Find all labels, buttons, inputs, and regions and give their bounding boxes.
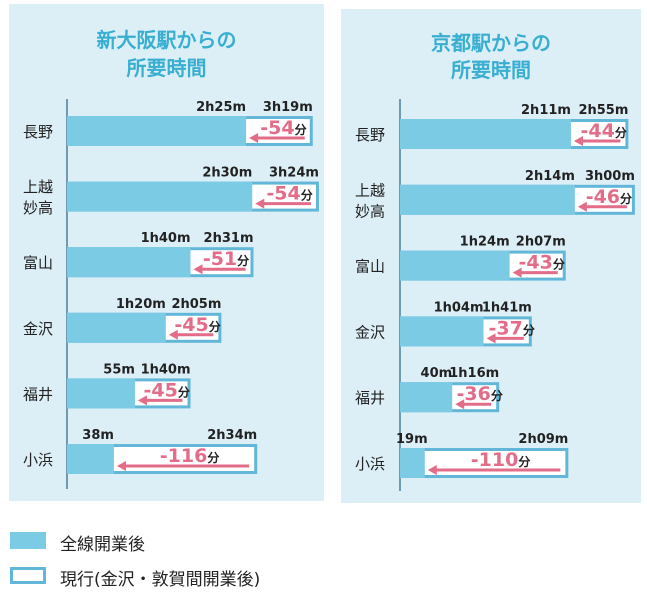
category-label: 富山 — [355, 258, 385, 276]
difference-label: -45分 — [144, 379, 190, 401]
legend-item-new-line: 全線開業後 — [10, 530, 310, 555]
value-label-new-line: 2h14m — [525, 169, 575, 184]
bar-new-line — [67, 378, 135, 409]
value-label-current: 3h00m — [585, 169, 635, 184]
bar-new-line — [67, 247, 191, 278]
chart-title-line-2: 所要時間 — [451, 58, 531, 82]
value-label-current: 2h09m — [518, 432, 568, 447]
value-label-current: 2h55m — [578, 103, 628, 118]
difference-label: -37分 — [488, 317, 534, 339]
legend-label: 現行(金沢・敦賀間開業後) — [60, 570, 261, 590]
legend-swatch-outline — [10, 567, 46, 584]
diff-arrow-head — [249, 133, 259, 143]
bar-new-line — [400, 184, 575, 215]
chart-panel-shin-osaka: 新大阪駅からの 所要時間 -54分 2h25m 3h19m 長野 -54分 2h30m 3h… — [9, 4, 324, 501]
y-axis-line — [399, 99, 401, 491]
category-label: 富山 — [23, 254, 53, 272]
chart-title-line-1: 新大阪駅からの — [96, 28, 237, 52]
diff-arrow-head — [255, 198, 265, 209]
diff-arrow-head — [577, 201, 587, 212]
difference-label: -116分 — [160, 445, 220, 467]
difference-label: -54分 — [266, 183, 312, 205]
category-label: 小浜 — [23, 451, 53, 469]
diff-arrow-head — [427, 465, 437, 475]
difference-label: -43分 — [519, 252, 565, 274]
value-label-new-line: 55m — [103, 362, 135, 377]
value-label-new-line: 19m — [396, 432, 428, 447]
value-label-current: 2h31m — [204, 231, 254, 246]
bar-new-line — [400, 316, 484, 347]
bar-current — [400, 448, 569, 478]
difference-label: -46分 — [586, 186, 632, 208]
diff-arrow-head — [455, 399, 465, 410]
difference-label: -45分 — [174, 314, 220, 336]
diff-arrow-head — [137, 395, 147, 406]
category-label: 上越 — [355, 181, 385, 199]
chart-title-line-2: 所要時間 — [126, 56, 207, 80]
bar-new-line — [67, 312, 166, 343]
category-label: 金沢 — [355, 323, 385, 341]
category-label: 福井 — [23, 385, 53, 403]
value-label-new-line: 2h30m — [202, 166, 252, 181]
legend-swatch-filled — [10, 532, 46, 549]
difference-label: -51分 — [203, 248, 249, 270]
value-label-current: 2h07m — [516, 235, 566, 250]
chart-panel-kyoto: 京都駅からの 所要時間 -44分 2h11m 2h55m 長野 -46分 2h14m 3h0… — [341, 9, 641, 503]
category-label: 小浜 — [355, 455, 385, 473]
value-label-current: 1h41m — [482, 300, 532, 315]
diff-arrow-head — [168, 329, 178, 340]
bar-new-line — [400, 448, 425, 478]
bar-new-line — [400, 382, 453, 413]
diff-arrow-head — [116, 461, 126, 471]
bar-new-line — [67, 181, 253, 212]
value-label-current: 2h05m — [171, 297, 221, 312]
category-label: 妙高 — [23, 199, 53, 217]
difference-label: -44分 — [580, 120, 626, 142]
category-label: 長野 — [355, 126, 385, 144]
value-label-new-line: 1h40m — [141, 231, 191, 246]
value-label-current: 3h24m — [269, 166, 319, 181]
category-label: 金沢 — [23, 320, 53, 338]
diff-arrow-head — [486, 333, 496, 344]
legend-label: 全線開業後 — [60, 535, 145, 555]
value-label-new-line: 40m — [421, 366, 453, 381]
value-label-new-line: 2h11m — [521, 103, 571, 118]
diff-arrow-head — [193, 264, 203, 275]
value-label-new-line: 1h04m — [434, 300, 484, 315]
value-label-current: 3h19m — [263, 100, 313, 115]
value-label-current: 1h40m — [141, 362, 191, 377]
chart-title-line-1: 京都駅からの — [431, 31, 551, 55]
y-axis-line — [66, 99, 68, 489]
value-label-current: 1h16m — [449, 366, 499, 381]
bar-new-line — [400, 250, 510, 281]
legend-item-current: 現行(金沢・敦賀間開業後) — [10, 565, 330, 590]
value-label-new-line: 1h24m — [460, 235, 510, 250]
bar-new-line — [67, 444, 114, 474]
value-label-new-line: 2h25m — [196, 100, 246, 115]
category-label: 福井 — [355, 389, 385, 407]
value-label-current: 2h34m — [207, 428, 257, 443]
category-label: 長野 — [23, 123, 53, 141]
bar-new-line — [400, 119, 571, 149]
category-label: 上越 — [23, 178, 53, 196]
diff-arrow-head — [512, 267, 522, 278]
value-label-new-line: 38m — [82, 428, 114, 443]
bar-new-line — [67, 116, 247, 146]
difference-label: -54分 — [260, 117, 306, 139]
diff-arrow-head — [573, 136, 583, 146]
difference-label: -110分 — [471, 449, 531, 471]
difference-label: -36分 — [457, 383, 503, 405]
value-label-new-line: 1h20m — [116, 297, 166, 312]
category-label: 妙高 — [355, 202, 385, 220]
